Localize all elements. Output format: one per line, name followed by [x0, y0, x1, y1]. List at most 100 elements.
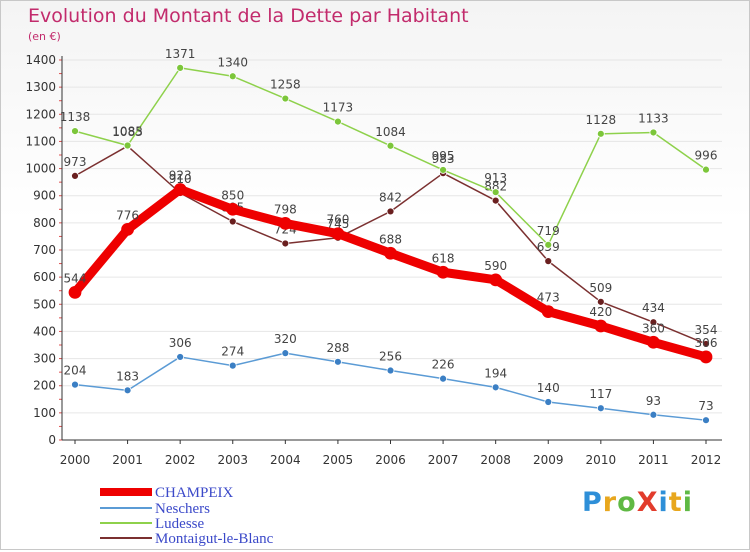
data-point-montaigut-le-blanc: [596, 297, 605, 306]
y-tick-label: 500: [33, 297, 56, 311]
data-point-neschers: [176, 353, 185, 361]
data-label-champeix: 776: [116, 208, 139, 222]
legend-swatch-champeix: [100, 488, 152, 496]
data-point-neschers: [386, 366, 395, 375]
data-label-neschers: 183: [116, 369, 139, 383]
data-label-champeix: 420: [589, 305, 612, 319]
data-label-neschers: 320: [274, 332, 297, 346]
x-tick-label: 2006: [375, 453, 406, 467]
y-tick-label: 1200: [25, 107, 56, 121]
legend-swatch-neschers: [100, 507, 152, 509]
data-label-ludesse: 719: [537, 224, 560, 238]
data-label-ludesse: 1085: [112, 125, 143, 139]
data-label-neschers: 204: [64, 364, 87, 378]
legend-label-champeix: CHAMPEIX: [155, 485, 234, 501]
x-tick-label: 2003: [217, 453, 248, 467]
data-label-ludesse: 1340: [217, 55, 248, 69]
legend-swatch-ludesse: [100, 522, 152, 524]
x-tick-label: 2010: [586, 453, 617, 467]
data-label-ludesse: 1128: [586, 113, 617, 127]
data-label-champeix: 473: [537, 291, 560, 305]
data-label-neschers: 140: [537, 381, 560, 395]
data-label-neschers: 194: [484, 366, 507, 380]
data-point-champeix: [121, 222, 134, 236]
data-point-champeix: [68, 285, 82, 299]
data-point-ludesse: [649, 128, 658, 137]
data-point-ludesse: [71, 127, 79, 136]
data-label-ludesse: 996: [695, 149, 718, 163]
data-point-champeix: [489, 273, 503, 287]
data-point-montaigut-le-blanc: [544, 257, 553, 266]
y-tick-label: 700: [33, 243, 56, 257]
legend-label-ludesse: Ludesse: [155, 516, 205, 532]
data-point-champeix: [594, 319, 608, 333]
data-point-ludesse: [544, 240, 553, 249]
data-label-montaigut-le-blanc: 973: [64, 155, 87, 169]
data-point-neschers: [281, 349, 290, 358]
data-label-champeix: 760: [326, 213, 349, 227]
y-tick-label: 1100: [25, 134, 56, 148]
data-point-ludesse: [491, 188, 500, 197]
data-point-montaigut-le-blanc: [491, 196, 500, 205]
data-label-champeix: 798: [274, 202, 297, 216]
data-label-ludesse: 1173: [323, 101, 354, 115]
legend-swatch-montaigut-le-blanc: [100, 537, 152, 539]
data-point-neschers: [649, 410, 658, 419]
data-label-ludesse: 1133: [638, 111, 669, 125]
data-point-montaigut-le-blanc: [281, 239, 290, 248]
data-label-neschers: 274: [221, 345, 244, 359]
y-tick-label: 800: [33, 216, 56, 230]
x-tick-label: 2001: [112, 453, 143, 467]
data-point-montaigut-le-blanc: [702, 340, 710, 348]
data-label-neschers: 306: [169, 336, 192, 350]
data-label-neschers: 226: [432, 358, 455, 372]
x-tick-label: 2004: [270, 453, 301, 467]
legend-label-montaigut-le-blanc: Montaigut-le-Blanc: [155, 531, 274, 547]
data-label-neschers: 73: [698, 399, 713, 413]
x-tick-label: 2002: [165, 453, 196, 467]
data-point-ludesse: [439, 166, 447, 174]
data-label-montaigut-le-blanc: 910: [169, 172, 192, 186]
x-tick-label: 2008: [480, 453, 511, 467]
data-point-champeix: [384, 246, 397, 260]
data-point-ludesse: [281, 94, 290, 103]
data-point-neschers: [334, 357, 342, 366]
y-tick-label: 100: [33, 406, 56, 420]
data-point-ludesse: [334, 117, 342, 126]
y-tick-label: 900: [33, 189, 56, 203]
data-label-neschers: 117: [589, 387, 612, 401]
data-point-champeix: [226, 202, 240, 216]
x-tick-label: 2007: [428, 453, 459, 467]
data-point-ludesse: [176, 63, 185, 72]
data-label-champeix: 688: [379, 232, 402, 246]
y-tick-label: 400: [33, 324, 56, 338]
data-label-champeix: 590: [484, 259, 507, 273]
data-label-ludesse: 913: [484, 171, 507, 185]
data-label-montaigut-le-blanc: 842: [379, 190, 402, 204]
data-point-ludesse: [702, 165, 710, 174]
data-point-montaigut-le-blanc: [386, 207, 395, 216]
data-point-champeix: [173, 183, 187, 196]
data-point-neschers: [544, 398, 553, 406]
data-point-montaigut-le-blanc: [649, 318, 658, 327]
data-label-montaigut-le-blanc: 983: [432, 152, 455, 166]
y-tick-label: 1300: [25, 80, 56, 94]
data-label-ludesse: 1084: [375, 125, 406, 139]
data-label-champeix: 360: [642, 321, 665, 335]
data-point-champeix: [699, 350, 713, 364]
data-point-ludesse: [386, 141, 395, 150]
data-point-champeix: [331, 227, 345, 241]
data-label-ludesse: 1371: [165, 47, 196, 61]
data-point-neschers: [123, 386, 132, 395]
proxiti-logo: ProXiti: [582, 487, 693, 518]
y-tick-label: 1000: [25, 162, 56, 176]
y-tick-label: 300: [33, 352, 56, 366]
x-tick-label: 2012: [691, 453, 722, 467]
y-tick-label: 0: [48, 433, 56, 447]
data-label-champeix: 850: [221, 188, 244, 202]
data-label-montaigut-le-blanc: 354: [695, 323, 718, 337]
data-label-montaigut-le-blanc: 434: [642, 301, 665, 315]
data-point-neschers: [228, 361, 237, 370]
